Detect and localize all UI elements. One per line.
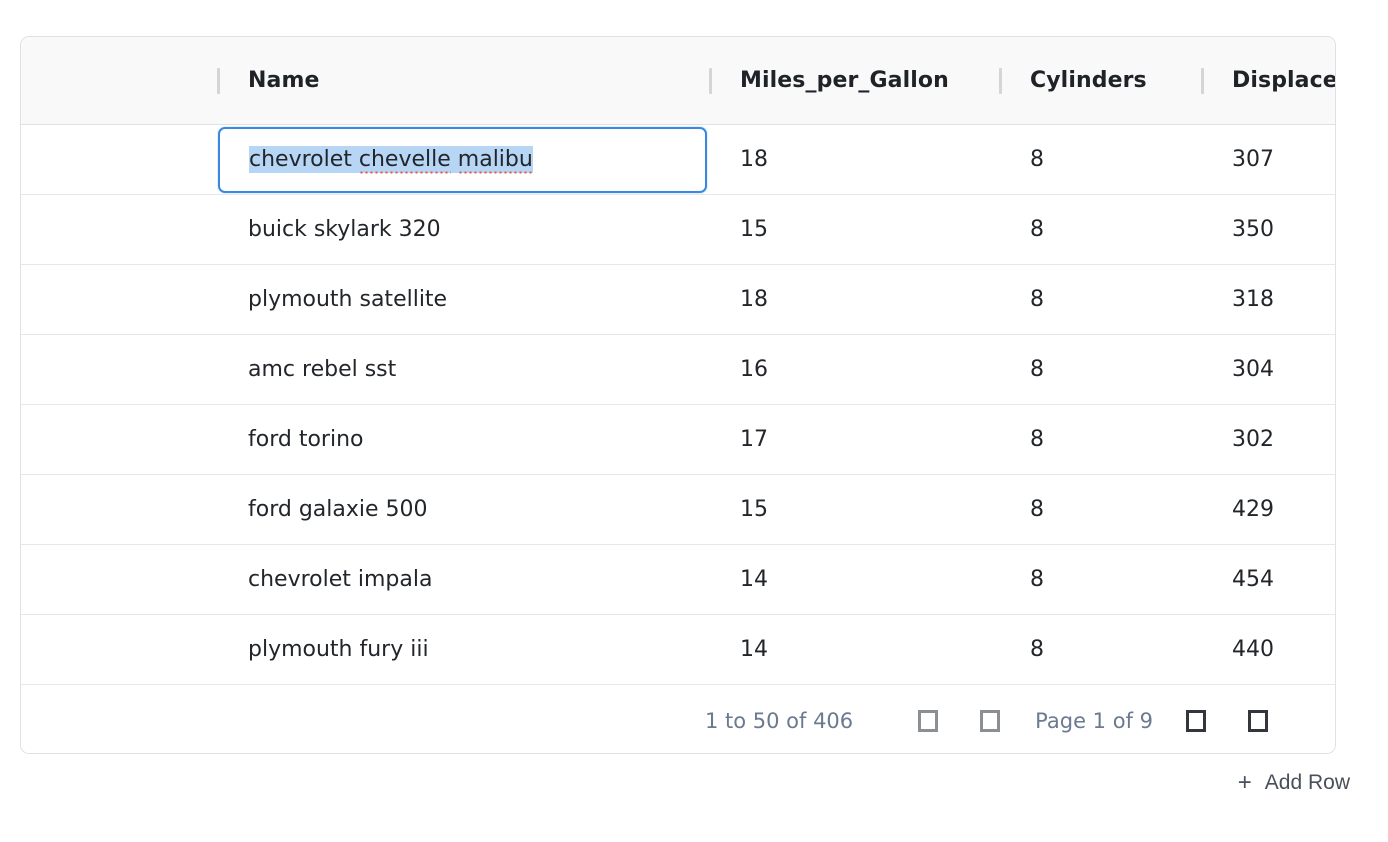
cell-cylinders[interactable]: 8 <box>1030 497 1044 522</box>
cell-miles-per-gallon[interactable]: 14 <box>740 637 768 662</box>
cell-editor-input[interactable]: chevrolet chevelle malibu <box>218 126 707 193</box>
first-page-icon <box>918 710 939 732</box>
pagination-bar: 1 to 50 of 406 Page 1 of 9 <box>21 685 1335 753</box>
cell-displacement[interactable]: 304 <box>1232 357 1274 382</box>
first-page-button[interactable] <box>913 706 943 736</box>
cell-name[interactable]: plymouth fury iii <box>248 637 429 662</box>
table-row[interactable]: plymouth fury iii 14 8 440 <box>21 615 1335 685</box>
table-row[interactable]: buick skylark 320 15 8 350 <box>21 195 1335 265</box>
cell-cylinders[interactable]: 8 <box>1030 287 1044 312</box>
cell-cylinders[interactable]: 8 <box>1030 357 1044 382</box>
cell-displacement[interactable]: 350 <box>1232 217 1274 242</box>
cell-cylinders[interactable]: 8 <box>1030 217 1044 242</box>
column-resize-handle-name[interactable] <box>217 67 220 94</box>
cell-miles-per-gallon[interactable]: 15 <box>740 497 768 522</box>
column-header-rownum[interactable] <box>21 37 217 124</box>
cell-cylinders[interactable]: 8 <box>1030 147 1044 172</box>
grid-body: chevrolet chevelle malibu 18 8 307 buick… <box>21 125 1335 685</box>
column-header-cylinders[interactable]: Cylinders <box>999 37 1201 124</box>
cell-name[interactable]: ford galaxie 500 <box>248 497 428 522</box>
row-number-cell[interactable] <box>21 615 217 684</box>
add-row-button[interactable]: + Add Row <box>1236 767 1352 799</box>
column-resize-handle-displacement[interactable] <box>1201 67 1204 94</box>
row-number-cell[interactable] <box>21 335 217 404</box>
column-header-label-displacement: Displacer <box>1232 68 1335 93</box>
next-page-icon <box>1186 710 1206 732</box>
grid-header-row: Name Miles_per_Gallon Cylinders Displace… <box>21 37 1335 125</box>
column-resize-handle-miles-per-gallon[interactable] <box>709 67 712 94</box>
cell-miles-per-gallon[interactable]: 15 <box>740 217 768 242</box>
cell-miles-per-gallon[interactable]: 18 <box>740 147 768 172</box>
cell-name[interactable]: ford torino <box>248 427 364 452</box>
previous-page-button[interactable] <box>975 706 1005 736</box>
row-number-cell[interactable] <box>21 405 217 474</box>
cell-displacement[interactable]: 454 <box>1232 567 1274 592</box>
cell-miles-per-gallon[interactable]: 16 <box>740 357 768 382</box>
row-number-cell[interactable] <box>21 475 217 544</box>
table-row[interactable]: ford torino 17 8 302 <box>21 405 1335 475</box>
data-grid: Name Miles_per_Gallon Cylinders Displace… <box>20 36 1336 754</box>
cell-displacement[interactable]: 429 <box>1232 497 1274 522</box>
table-row[interactable]: chevrolet impala 14 8 454 <box>21 545 1335 615</box>
row-number-cell[interactable] <box>21 265 217 334</box>
plus-icon: + <box>1237 769 1252 796</box>
table-row[interactable]: plymouth satellite 18 8 318 <box>21 265 1335 335</box>
cell-miles-per-gallon[interactable]: 14 <box>740 567 768 592</box>
column-header-name[interactable]: Name <box>217 37 709 124</box>
add-row-label: Add Row <box>1264 771 1350 794</box>
editor-text-segment-misspelled-2: malibu <box>457 146 533 175</box>
cell-displacement[interactable]: 318 <box>1232 287 1274 312</box>
cell-cylinders[interactable]: 8 <box>1030 427 1044 452</box>
cell-name[interactable]: buick skylark 320 <box>248 217 441 242</box>
table-row[interactable]: chevrolet chevelle malibu 18 8 307 <box>21 125 1335 195</box>
page-indicator-label: Page 1 of 9 <box>1035 709 1153 733</box>
column-header-displacement[interactable]: Displacer <box>1201 37 1335 124</box>
cell-displacement[interactable]: 307 <box>1232 147 1274 172</box>
cell-cylinders[interactable]: 8 <box>1030 637 1044 662</box>
cell-name[interactable]: chevrolet impala <box>248 567 433 592</box>
column-header-label-miles-per-gallon: Miles_per_Gallon <box>740 68 949 93</box>
cell-miles-per-gallon[interactable]: 18 <box>740 287 768 312</box>
cell-cylinders[interactable]: 8 <box>1030 567 1044 592</box>
cell-miles-per-gallon[interactable]: 17 <box>740 427 768 452</box>
column-header-miles-per-gallon[interactable]: Miles_per_Gallon <box>709 37 999 124</box>
cell-displacement[interactable]: 302 <box>1232 427 1274 452</box>
last-page-icon <box>1248 710 1268 732</box>
row-number-cell[interactable] <box>21 545 217 614</box>
cell-displacement[interactable]: 440 <box>1232 637 1274 662</box>
row-number-cell[interactable] <box>21 195 217 264</box>
column-header-label-cylinders: Cylinders <box>1030 68 1147 93</box>
cell-name-editing[interactable]: chevrolet chevelle malibu <box>217 125 709 194</box>
editor-text-segment-1: chevrolet <box>249 146 359 172</box>
column-resize-handle-cylinders[interactable] <box>999 67 1002 94</box>
cell-editor-text: chevrolet chevelle malibu <box>249 145 533 175</box>
row-number-cell[interactable] <box>21 125 217 194</box>
next-page-button[interactable] <box>1181 706 1211 736</box>
pagination-summary: 1 to 50 of 406 <box>704 709 854 733</box>
table-row[interactable]: amc rebel sst 16 8 304 <box>21 335 1335 405</box>
last-page-button[interactable] <box>1243 706 1273 736</box>
column-header-label-name: Name <box>248 68 320 93</box>
table-row[interactable]: ford galaxie 500 15 8 429 <box>21 475 1335 545</box>
editor-text-segment-space <box>451 147 458 172</box>
cell-name[interactable]: plymouth satellite <box>248 287 448 312</box>
cell-name[interactable]: amc rebel sst <box>248 357 397 382</box>
editor-text-segment-misspelled-1: chevelle <box>358 146 451 175</box>
previous-page-icon <box>980 710 1001 732</box>
